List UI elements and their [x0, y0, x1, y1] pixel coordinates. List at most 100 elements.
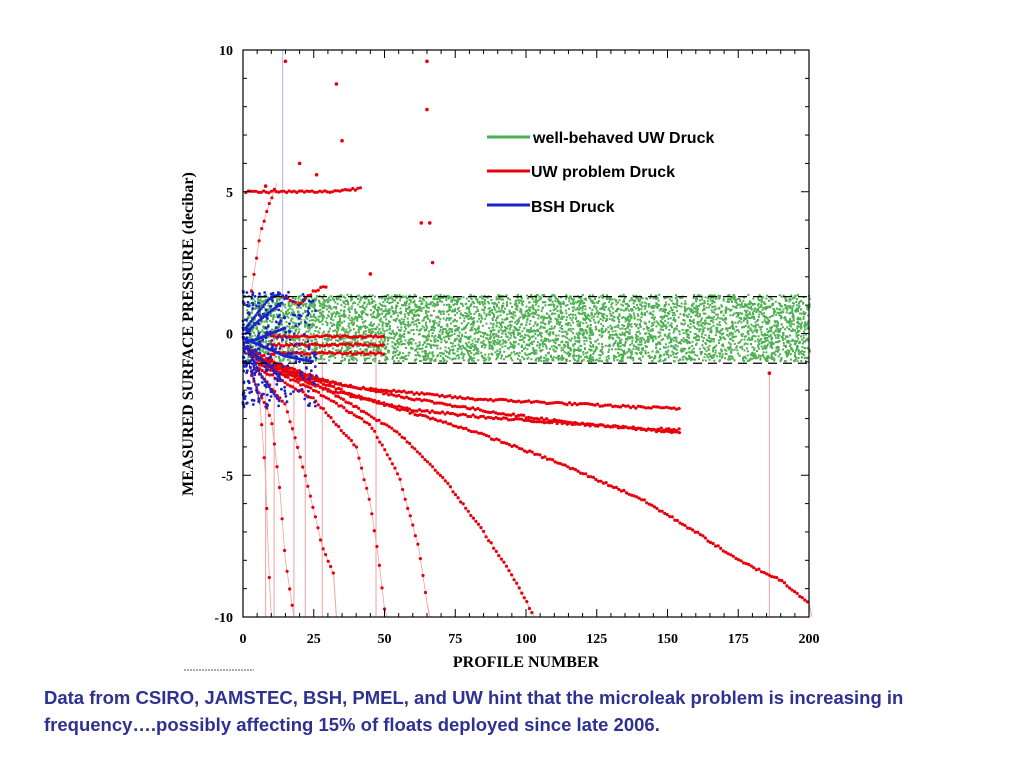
- well-behaved-point: [337, 322, 340, 325]
- well-behaved-point: [696, 354, 699, 357]
- well-behaved-point: [775, 336, 777, 339]
- well-behaved-point: [471, 345, 474, 348]
- well-behaved-point: [761, 348, 764, 350]
- well-behaved-point: [673, 329, 676, 332]
- well-behaved-point: [520, 302, 523, 305]
- well-behaved-point: [397, 314, 399, 317]
- well-behaved-point: [711, 311, 714, 314]
- well-behaved-point: [647, 341, 650, 343]
- well-behaved-point: [790, 311, 792, 314]
- well-behaved-point: [474, 297, 477, 300]
- well-behaved-point: [539, 357, 542, 359]
- well-behaved-point: [786, 321, 788, 324]
- well-behaved-point: [621, 324, 624, 326]
- well-behaved-point: [313, 347, 316, 350]
- well-behaved-point: [368, 346, 371, 349]
- well-behaved-point: [441, 332, 444, 335]
- well-behaved-point: [323, 303, 325, 306]
- well-behaved-point: [774, 321, 777, 324]
- well-behaved-point: [261, 329, 264, 332]
- well-behaved-point: [675, 348, 678, 351]
- well-behaved-point: [319, 320, 322, 323]
- well-behaved-point: [262, 327, 265, 330]
- well-behaved-point: [672, 314, 674, 317]
- well-behaved-point: [380, 308, 383, 311]
- well-behaved-point: [754, 321, 757, 324]
- well-behaved-point: [355, 350, 358, 353]
- well-behaved-point: [758, 325, 761, 328]
- well-behaved-point: [599, 312, 602, 315]
- well-behaved-point: [354, 357, 357, 360]
- well-behaved-point: [792, 305, 795, 308]
- well-behaved-point: [803, 350, 805, 353]
- well-behaved-point: [376, 346, 378, 349]
- well-behaved-point: [420, 327, 423, 330]
- well-behaved-point: [733, 359, 736, 362]
- well-behaved-point: [766, 343, 769, 346]
- well-behaved-point: [285, 310, 288, 313]
- well-behaved-point: [264, 351, 267, 354]
- well-behaved-point: [424, 352, 427, 355]
- well-behaved-point: [595, 347, 598, 350]
- well-behaved-point: [707, 315, 710, 318]
- well-behaved-point: [749, 338, 752, 341]
- well-behaved-point: [664, 343, 667, 346]
- well-behaved-point: [354, 312, 357, 315]
- well-behaved-point: [685, 309, 688, 312]
- well-behaved-point: [788, 340, 791, 343]
- well-behaved-point: [453, 318, 456, 321]
- well-behaved-point: [416, 306, 419, 308]
- well-behaved-point: [372, 299, 375, 302]
- well-behaved-point: [382, 329, 385, 332]
- well-behaved-point: [779, 315, 782, 318]
- well-behaved-point: [338, 319, 341, 322]
- well-behaved-point: [501, 306, 504, 309]
- well-behaved-point: [588, 315, 591, 317]
- well-behaved-point: [299, 347, 302, 350]
- well-behaved-point: [328, 304, 331, 307]
- well-behaved-point: [553, 345, 556, 348]
- well-behaved-point: [578, 355, 581, 358]
- well-behaved-point: [804, 312, 807, 315]
- well-behaved-point: [321, 304, 324, 307]
- well-behaved-point: [707, 336, 710, 339]
- problem-spike: [426, 602, 431, 618]
- well-behaved-point: [437, 336, 440, 339]
- well-behaved-point: [765, 334, 768, 337]
- well-behaved-point: [556, 319, 558, 322]
- well-behaved-point: [258, 294, 261, 297]
- well-behaved-point: [348, 311, 351, 314]
- well-behaved-point: [736, 304, 739, 307]
- well-behaved-point: [763, 344, 766, 347]
- well-behaved-point: [578, 331, 581, 334]
- well-behaved-point: [479, 335, 482, 338]
- well-behaved-point: [631, 342, 634, 345]
- well-behaved-point: [750, 306, 753, 308]
- well-behaved-point: [681, 296, 684, 299]
- well-behaved-point: [403, 357, 406, 360]
- well-behaved-point: [637, 338, 640, 341]
- well-behaved-point: [637, 346, 640, 349]
- well-behaved-point: [554, 350, 557, 353]
- well-behaved-point: [588, 319, 591, 322]
- well-behaved-point: [271, 328, 274, 331]
- well-behaved-point: [409, 296, 411, 299]
- well-behaved-point: [497, 329, 500, 332]
- well-behaved-point: [490, 311, 493, 314]
- well-behaved-point: [463, 317, 466, 320]
- well-behaved-point: [658, 356, 661, 359]
- well-behaved-point: [397, 341, 400, 344]
- well-behaved-point: [394, 354, 397, 357]
- well-behaved-point: [587, 318, 590, 320]
- well-behaved-point: [285, 339, 288, 342]
- well-behaved-point: [711, 357, 713, 360]
- well-behaved-point: [377, 312, 380, 315]
- well-behaved-point: [282, 358, 285, 361]
- well-behaved-point: [343, 301, 346, 304]
- well-behaved-point: [403, 332, 406, 335]
- well-behaved-point: [612, 354, 615, 357]
- well-behaved-point: [791, 349, 794, 352]
- well-behaved-point: [288, 311, 291, 314]
- well-behaved-point: [260, 321, 263, 324]
- well-behaved-point: [743, 309, 746, 312]
